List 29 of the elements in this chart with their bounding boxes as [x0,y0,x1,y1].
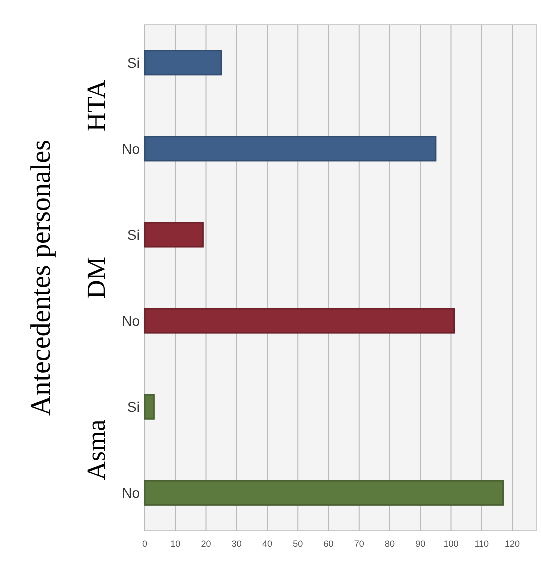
x-tick-label: 0 [142,539,148,549]
x-tick-label: 60 [324,539,334,549]
bar [144,308,456,334]
bar [144,480,504,506]
y-tick-label: No [122,313,140,330]
x-tick-label: 90 [416,539,426,549]
x-tick-label: 70 [354,539,364,549]
x-tick-label: 120 [504,539,520,549]
x-tick-label: 110 [474,539,490,549]
y-axis-title: Antecedentes personales [26,140,57,416]
x-tick-label: 20 [201,539,212,549]
text: DM [82,257,111,299]
x-tick-label: 80 [384,539,396,549]
bar [144,50,222,76]
bar [144,222,204,248]
y-tick-label: Si [128,226,140,243]
x-tick-label: 10 [170,539,181,549]
x-tick-label: 50 [293,539,304,549]
y-tick-label: No [122,140,140,157]
text: Asma [82,419,111,480]
y-tick-label: No [122,485,140,502]
x-tick-label: 40 [262,539,273,549]
bar [144,136,437,162]
y-tick-label: Si [128,399,140,416]
bar [144,394,155,420]
text: HTA [82,80,111,132]
x-tick-label: 30 [232,539,242,549]
y-tick-label: Si [128,54,140,71]
x-tick-label: 100 [444,539,459,549]
